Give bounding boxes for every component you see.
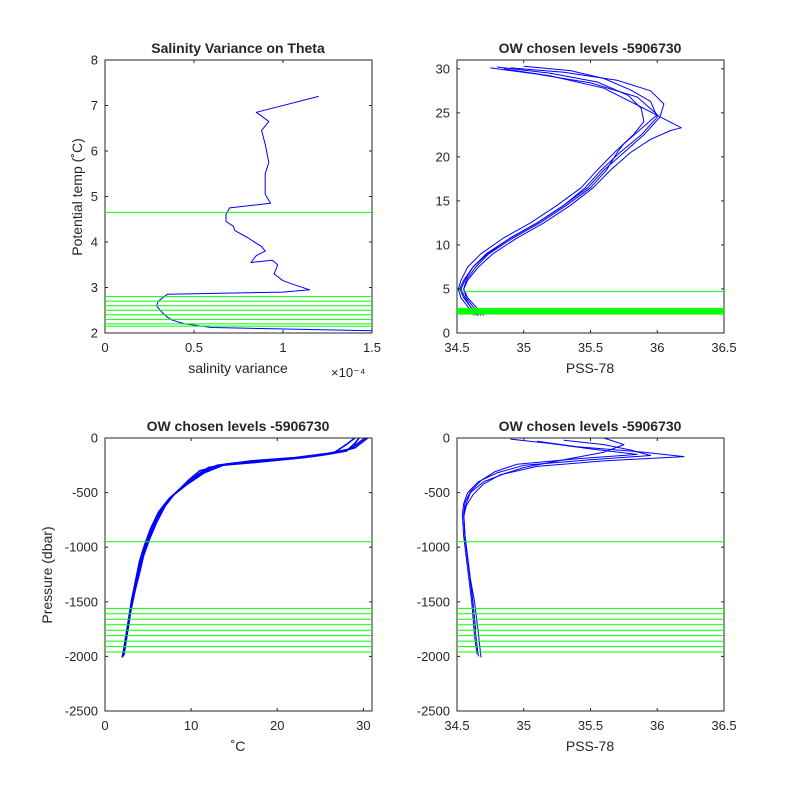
x-tick-label: 1.5 <box>363 340 381 355</box>
panel-pressure-salinity: OW chosen levels -5906730 PSS-78 34.5 35 3… <box>417 418 737 754</box>
x-tick-label: 34.5 <box>444 718 469 733</box>
y-tick-label: -1000 <box>65 540 98 555</box>
series-line-2 <box>457 66 645 316</box>
x-tick-label: 36 <box>650 340 664 355</box>
chart-title: OW chosen levels -5906730 <box>499 418 682 434</box>
axes-box <box>456 437 725 712</box>
x-axis-label: PSS-78 <box>566 738 614 754</box>
x-tick-label: 10 <box>184 718 198 733</box>
plot-area <box>457 65 724 316</box>
y-tick-label: 20 <box>436 149 450 164</box>
series-line-1 <box>461 439 652 655</box>
x-tick-label: 0 <box>101 340 108 355</box>
series-line-3 <box>463 67 658 316</box>
chart-title: OW chosen levels -5906730 <box>147 418 330 434</box>
chart-title: OW chosen levels -5906730 <box>499 40 682 56</box>
y-tick-label: -2000 <box>65 649 98 664</box>
y-tick-label: 0 <box>443 326 450 341</box>
x-tick-label: 35 <box>517 718 531 733</box>
x-axis-exponent: ×10⁻⁴ <box>331 365 366 380</box>
y-tick-label: -1500 <box>417 594 450 609</box>
x-tick-label: 36.5 <box>711 718 736 733</box>
y-tick-label: -1000 <box>417 540 450 555</box>
axes-box <box>104 59 373 334</box>
y-tick-label: 15 <box>436 193 450 208</box>
y-tick-label: 5 <box>91 189 98 204</box>
x-tick-label: 30 <box>356 718 370 733</box>
y-tick-label: -500 <box>72 485 98 500</box>
x-tick-label: 0 <box>101 718 108 733</box>
x-tick-label: 34.5 <box>444 340 469 355</box>
chart-title: Salinity Variance on Theta <box>151 40 325 56</box>
y-tick-label: 3 <box>91 280 98 295</box>
series-line-3 <box>122 438 369 657</box>
y-tick-label: 0 <box>443 431 450 446</box>
y-tick-label: 2 <box>91 326 98 341</box>
y-tick-label: -500 <box>424 485 450 500</box>
plot-area <box>105 95 372 332</box>
x-tick-label: 1 <box>279 340 286 355</box>
y-tick-label: 7 <box>91 98 98 113</box>
x-tick-label: 35.5 <box>578 718 603 733</box>
series-line-3 <box>463 438 625 630</box>
y-tick-label: 8 <box>91 53 98 68</box>
y-axis-label: Pressure (dbar) <box>39 526 55 623</box>
y-axis-label: Potential temp (˚C) <box>69 138 85 255</box>
x-tick-label: 20 <box>270 718 284 733</box>
plot-area <box>105 438 372 658</box>
y-tick-label: 5 <box>443 281 450 296</box>
y-tick-label: 30 <box>436 61 450 76</box>
series-line-4 <box>460 65 658 316</box>
y-tick-label: -1500 <box>65 594 98 609</box>
x-axis-label: ˚C <box>231 738 246 754</box>
y-tick-label: -2500 <box>417 704 450 719</box>
y-tick-label: -2000 <box>417 649 450 664</box>
series-line-2 <box>463 438 638 658</box>
y-tick-label: 0 <box>91 431 98 446</box>
y-tick-label: 6 <box>91 144 98 159</box>
axes-box <box>104 437 373 712</box>
x-tick-label: 35.5 <box>578 340 603 355</box>
y-tick-label: 10 <box>436 237 450 252</box>
plot-area <box>457 438 724 658</box>
x-tick-label: 36 <box>650 718 664 733</box>
x-axis-label: salinity variance <box>188 360 288 376</box>
series-line-0 <box>156 95 372 332</box>
panel-salinity-variance: Salinity Variance on Theta salinity vari… <box>69 40 381 380</box>
x-tick-label: 36.5 <box>711 340 736 355</box>
y-tick-label: 4 <box>91 235 98 250</box>
panel-theta-salinity: OW chosen levels -5906730 PSS-78 34.5 35 3… <box>436 40 737 376</box>
x-tick-label: 0.5 <box>185 340 203 355</box>
y-tick-label: -2500 <box>65 704 98 719</box>
x-tick-label: 35 <box>517 340 531 355</box>
panel-pressure-temperature: OW chosen levels -5906730 ˚C Pressure (d… <box>39 418 373 754</box>
y-tick-label: 25 <box>436 105 450 120</box>
x-axis-label: PSS-78 <box>566 360 614 376</box>
series-line-0 <box>459 67 665 316</box>
